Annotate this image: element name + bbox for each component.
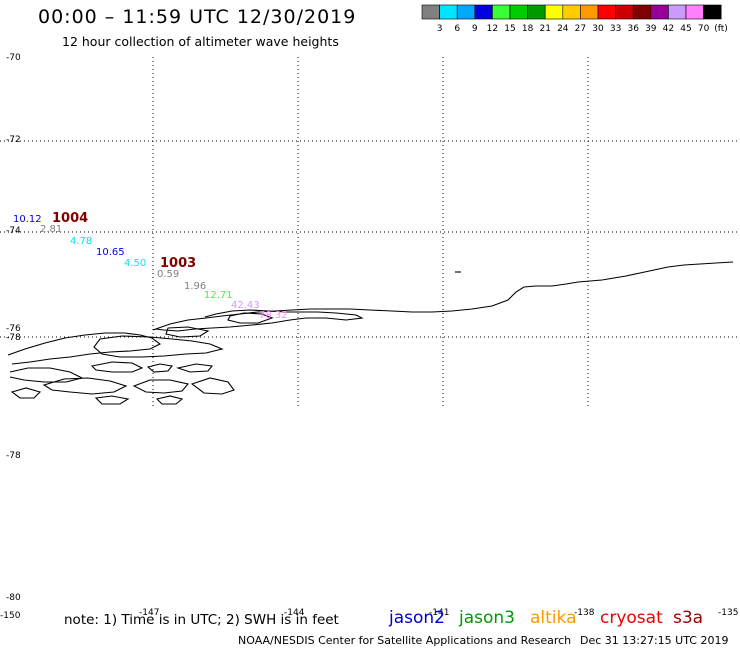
footer-generated-date: Dec 31 13:27:15 UTC 2019 <box>580 634 729 647</box>
wave-height-label: 12.71 <box>204 290 233 301</box>
legend-swatch <box>668 4 687 20</box>
legend-tick-label: 9 <box>472 24 478 34</box>
legend-tick-label: 6 <box>454 24 460 34</box>
legend-tick-label: 36 <box>627 24 639 34</box>
longitude-label: -135 <box>718 608 738 618</box>
legend-swatch <box>474 4 493 20</box>
legend-swatch <box>527 4 546 20</box>
latitude-label: -70 <box>6 53 21 63</box>
legend-tick-label: 30 <box>592 24 604 34</box>
coast-segment <box>94 395 130 405</box>
wave-height-label: 42.43 <box>231 300 260 311</box>
legend-swatch <box>650 4 669 20</box>
satellite-altika: altika <box>530 608 577 628</box>
satellite-jason3: jason3 <box>459 608 515 628</box>
latitude-label: -76 <box>6 324 21 334</box>
longitude-label: -150 <box>0 611 21 621</box>
coast-segment <box>9 367 84 383</box>
ice-shelf-edge <box>152 261 734 331</box>
legend-tick-label: 45 <box>680 24 691 34</box>
legend-swatch <box>703 4 722 20</box>
wave-height-label: 1.96 <box>184 281 206 292</box>
coast-segment <box>90 361 144 373</box>
coastline <box>7 261 734 405</box>
latitude-label: -80 <box>6 593 21 603</box>
wave-height-label: 2.81 <box>40 224 62 235</box>
coast-segment <box>93 335 224 358</box>
satellite-jason2: jason2 <box>389 608 445 628</box>
legend-tick-label: 39 <box>645 24 657 34</box>
legend-tick-label: 3 <box>437 24 443 34</box>
coast-segment <box>42 377 128 395</box>
pressure-label: 1003 <box>160 256 196 271</box>
coast-segment <box>7 332 162 365</box>
coast-segment <box>175 363 214 373</box>
legend-swatch <box>492 4 511 20</box>
latitude-label: -74 <box>6 226 21 236</box>
wave-height-label: 4.78 <box>70 236 92 247</box>
graticule <box>0 57 738 406</box>
wave-height-label: 0.59 <box>157 269 179 280</box>
pressure-label: 1004 <box>52 211 88 226</box>
latitude-label: -78 <box>6 333 21 343</box>
longitude-label: -147 <box>139 608 159 618</box>
legend-swatch <box>544 4 564 20</box>
wave-height-label: 78.32 <box>259 310 288 321</box>
footer-note: note: 1) Time is in UTC; 2) SWH is in fe… <box>64 612 339 628</box>
legend-swatch <box>685 4 704 20</box>
footer-credit: NOAA/NESDIS Center for Satellite Applica… <box>238 634 572 647</box>
legend-swatch <box>615 4 634 20</box>
color-legend: 3 6 9 12 15 18 21 24 27 30 33 36 39 42 45 70 (ft) <box>421 4 728 34</box>
legend-swatch <box>456 4 476 20</box>
coast-segment <box>132 379 190 394</box>
latitude-label: -78 <box>6 451 21 461</box>
map-title: 00:00 – 11:59 UTC 12/30/2019 <box>38 6 357 28</box>
wave-height-label: 4.50 <box>124 258 146 269</box>
coast-segment <box>165 326 210 338</box>
map-labels: -70-72-74-76-78-78-80-150 -147 -144 -141 -13… <box>0 53 738 621</box>
legend-swatch <box>439 4 458 20</box>
legend-tick-label: 12 <box>487 24 498 34</box>
satellite-cryosat: cryosat <box>600 608 663 628</box>
legend-swatch <box>421 4 440 20</box>
satellite-s3a: s3a <box>673 608 704 628</box>
legend-unit-label: (ft) <box>714 24 728 34</box>
legend-tick-label: 15 <box>504 24 515 34</box>
coast-segment <box>146 363 174 373</box>
legend-swatch <box>580 4 599 20</box>
longitude-label: -141 <box>429 608 449 618</box>
legend-tick-label: 21 <box>539 24 550 34</box>
coast-segment <box>154 309 364 332</box>
coast-segment <box>155 395 184 405</box>
legend-tick-label: 27 <box>575 24 586 34</box>
legend-tick-label: 70 <box>698 24 710 34</box>
longitude-label: -144 <box>284 608 305 618</box>
legend-tick-label: 42 <box>663 24 674 34</box>
longitude-label: -138 <box>574 608 595 618</box>
legend-tick-label: 18 <box>522 24 534 34</box>
latitude-label: -72 <box>6 135 21 145</box>
wave-height-label: 10.65 <box>96 247 125 258</box>
coast-segment <box>10 387 42 399</box>
legend-swatch <box>562 4 581 20</box>
coast-segment <box>227 312 274 324</box>
legend-tick-label: 33 <box>610 24 621 34</box>
coast-segment <box>190 377 235 395</box>
legend-swatch <box>509 4 528 20</box>
map-subtitle: 12 hour collection of altimeter wave hei… <box>62 34 339 49</box>
legend-swatch <box>597 4 616 20</box>
wave-height-label: 10.12 <box>13 214 42 225</box>
legend-swatch <box>632 4 652 20</box>
legend-tick-label: 24 <box>557 24 569 34</box>
